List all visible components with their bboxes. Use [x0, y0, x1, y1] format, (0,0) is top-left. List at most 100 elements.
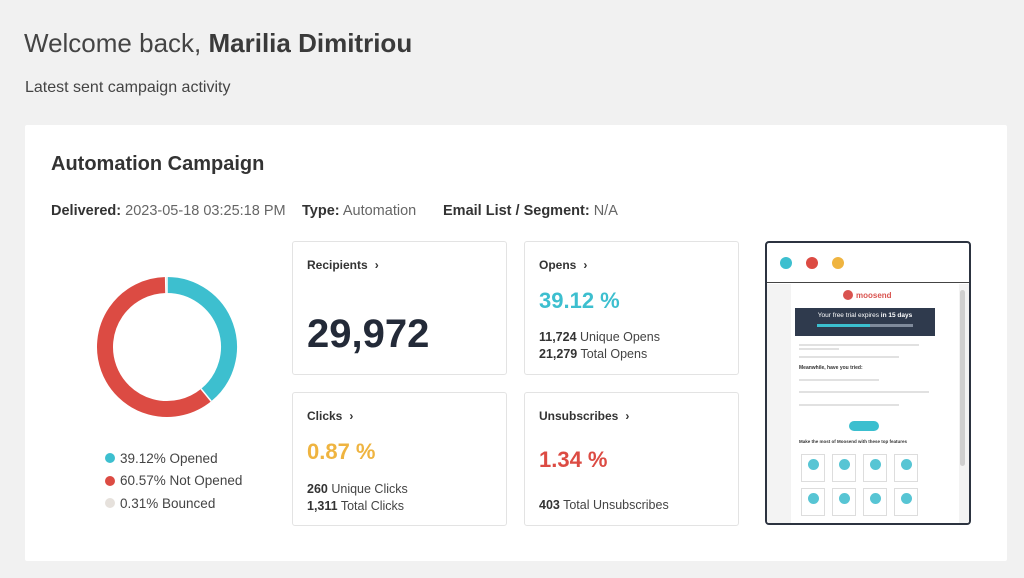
slice-separator [200, 388, 212, 402]
window-dot-red [806, 257, 818, 269]
chart-legend: 39.12% Opened 60.57% Not Opened 0.31% Bo… [105, 447, 242, 515]
opens-label: Opens [539, 258, 577, 272]
window-dot-yellow [832, 257, 844, 269]
text-line [799, 379, 879, 381]
unsubscribes-card[interactable]: Unsubscribes › 1.34 % 403 Total Unsubscr… [524, 392, 739, 526]
feature-tile [894, 454, 918, 482]
user-name: Marilia Dimitriou [208, 28, 413, 58]
clicks-card[interactable]: Clicks › 0.87 % 260 Unique Clicks 1,311 … [292, 392, 507, 526]
list-label: Email List / Segment: [443, 203, 590, 219]
slice-not-opened [97, 277, 212, 417]
feature-tile [863, 488, 887, 516]
chevron-right-icon: › [625, 409, 630, 423]
opens-link[interactable]: Opens › [539, 258, 587, 272]
welcome-heading: Welcome back, Marilia Dimitriou [24, 28, 412, 59]
legend-dot-opened [105, 453, 115, 464]
email-content: moosend Your free trial expires in 15 da… [791, 284, 959, 523]
chevron-right-icon: › [349, 409, 354, 423]
recipients-link[interactable]: Recipients › [307, 258, 379, 272]
legend-label-not-opened: 60.57% Not Opened [120, 473, 243, 489]
unsubscribes-label: Unsubscribes [539, 409, 619, 423]
moosend-logo: moosend [843, 290, 892, 300]
text-line [799, 404, 899, 406]
banner-text-bold: in 15 days [880, 312, 913, 319]
opens-donut-chart [97, 276, 237, 417]
preview-body: moosend Your free trial expires in 15 da… [767, 284, 969, 523]
opens-percentage: 39.12 % [539, 288, 620, 313]
trial-progress-fill [817, 324, 870, 327]
legend-label-opened: 39.12% Opened [120, 450, 218, 466]
campaign-title: Automation Campaign [51, 153, 265, 175]
trial-progress-bar [817, 324, 913, 327]
delivered-meta: Delivered: 2023-05-18 03:25:18 PM [51, 203, 286, 219]
recipients-card[interactable]: Recipients › 29,972 [292, 241, 507, 375]
legend-label-bounced: 0.31% Bounced [120, 495, 216, 511]
delivered-value: 2023-05-18 03:25:18 PM [125, 203, 286, 219]
section-title-features: Make the most of Moosend with these top … [799, 439, 908, 444]
type-meta: Type: Automation [302, 203, 416, 219]
text-line [799, 356, 899, 358]
feature-icon [839, 459, 850, 470]
feature-icon [870, 493, 881, 504]
feature-tile [832, 454, 856, 482]
banner-text-prefix: Your free trial expires [817, 312, 879, 319]
preview-scrollbar[interactable] [960, 290, 965, 466]
feature-icon [808, 493, 819, 504]
feature-icon [901, 459, 912, 470]
welcome-prefix: Welcome back, [24, 28, 202, 58]
legend-dot-bounced [105, 498, 115, 509]
section-title-tried: Meanwhile, have you tried: [799, 365, 863, 371]
page-subtitle: Latest sent campaign activity [25, 79, 231, 96]
feature-icon [870, 459, 881, 470]
legend-item-not-opened: 60.57% Not Opened [105, 470, 242, 493]
trial-banner: Your free trial expires in 15 days [795, 308, 935, 336]
text-line [799, 344, 919, 346]
unique-clicks-count: 260 [307, 482, 328, 496]
text-line [799, 348, 839, 350]
feature-icon [839, 493, 850, 504]
legend-dot-not-opened [105, 475, 115, 486]
logo-text: moosend [856, 290, 892, 300]
list-meta: Email List / Segment: N/A [443, 203, 618, 219]
type-label: Type: [302, 203, 340, 219]
total-unsubscribes-count: 403 [539, 498, 560, 512]
feature-tile [801, 488, 825, 516]
total-opens-label: Total Opens [580, 346, 648, 361]
total-clicks-label: Total Clicks [340, 498, 405, 513]
unsubscribes-details: 403 Total Unsubscribes [539, 497, 669, 514]
clicks-link[interactable]: Clicks › [307, 409, 353, 423]
total-unsubscribes-label: Total Unsubscribes [563, 498, 669, 512]
unique-opens-count: 11,724 [539, 330, 577, 344]
recipients-label: Recipients [307, 258, 368, 272]
list-value: N/A [593, 203, 618, 219]
recipients-value: 29,972 [307, 312, 430, 356]
opens-details: 11,724 Unique Opens 21,279 Total Opens [539, 329, 660, 362]
legend-item-opened: 39.12% Opened [105, 447, 242, 470]
unique-opens-label: Unique Opens [580, 330, 660, 344]
feature-tile [894, 488, 918, 516]
clicks-details: 260 Unique Clicks 1,311 Total Clicks [307, 481, 408, 514]
chevron-right-icon: › [583, 258, 588, 272]
unique-clicks-label: Unique Clicks [331, 482, 408, 496]
unsubscribes-percentage: 1.34 % [539, 447, 608, 472]
chevron-right-icon: › [374, 258, 379, 272]
feature-tile [801, 454, 825, 482]
legend-item-bounced: 0.31% Bounced [105, 492, 242, 515]
text-line [799, 391, 929, 393]
feature-icon [901, 493, 912, 504]
moosend-logo-icon [843, 290, 853, 300]
opens-card[interactable]: Opens › 39.12 % 11,724 Unique Opens 21,2… [524, 241, 739, 375]
clicks-percentage: 0.87 % [307, 439, 376, 464]
email-preview[interactable]: moosend Your free trial expires in 15 da… [765, 241, 971, 525]
campaign-card: Automation Campaign Delivered: 2023-05-1… [25, 125, 1007, 561]
trial-banner-text: Your free trial expires in 15 days [795, 312, 935, 319]
feature-tile [863, 454, 887, 482]
unsubscribes-link[interactable]: Unsubscribes › [539, 409, 629, 423]
feature-icon [808, 459, 819, 470]
delivered-label: Delivered: [51, 203, 122, 219]
window-dot-blue [780, 257, 792, 269]
type-value: Automation [342, 203, 417, 219]
upgrade-button [849, 421, 879, 431]
total-opens-count: 21,279 [539, 346, 578, 361]
total-clicks-count: 1,311 [307, 498, 338, 513]
